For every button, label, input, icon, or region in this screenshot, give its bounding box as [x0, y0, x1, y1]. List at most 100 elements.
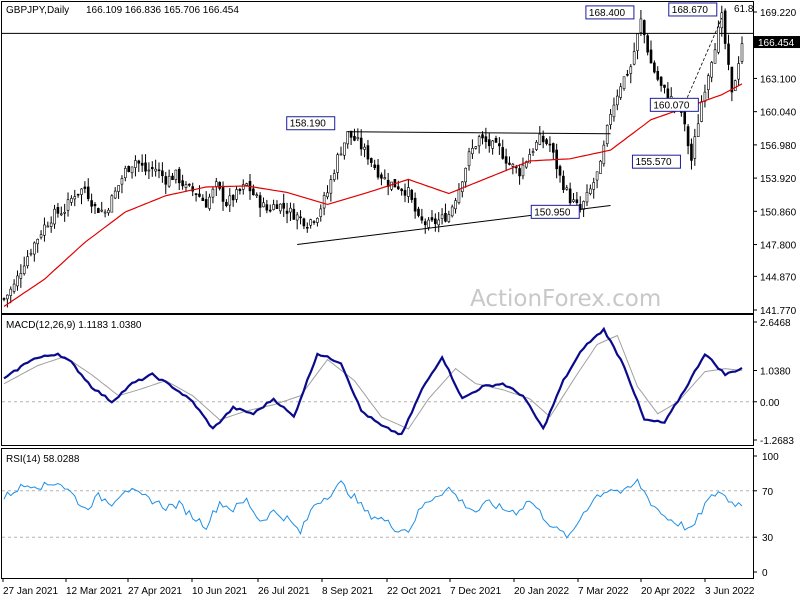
price-tick-label: 160.040: [760, 108, 797, 119]
candle-body: [538, 133, 542, 145]
candle-body: [366, 145, 370, 160]
candle-body: [582, 201, 585, 210]
candle-body: [211, 188, 215, 198]
date-axis: 27 Jan 2021 12 Mar 2021 27 Apr 2021 10 Jun …: [2, 578, 755, 597]
candle-body: [289, 207, 292, 213]
candle-body: [110, 195, 114, 213]
price-tick-label: 141.770: [760, 306, 797, 317]
watermark: ActionForex.com: [470, 286, 661, 312]
price-label: 158.190: [290, 119, 327, 130]
candle-body: [312, 221, 316, 223]
candle-body: [383, 177, 387, 180]
candle-body: [147, 169, 151, 172]
candle-body: [208, 196, 211, 209]
candle-body: [434, 218, 437, 225]
price-label-box: [585, 5, 635, 20]
candle-body: [568, 188, 572, 204]
candle-body: [56, 207, 60, 214]
candle-body: [481, 134, 484, 139]
date-tick-label: 10 Jun 2021: [192, 586, 247, 597]
candle-body: [612, 104, 616, 118]
candle-body: [356, 137, 360, 140]
candle-body: [29, 252, 33, 255]
candle-body: [565, 187, 569, 190]
candle-body: [191, 186, 195, 192]
candle-body: [609, 114, 612, 125]
candle-body: [19, 273, 23, 279]
candle-body: [241, 184, 245, 190]
price-candles: [2, 5, 744, 308]
candle-body: [124, 168, 127, 179]
candle-body: [336, 154, 339, 173]
candle-body: [326, 192, 329, 198]
candle-body: [225, 201, 228, 207]
candle-body: [154, 168, 157, 172]
candle-body: [450, 206, 454, 217]
candle-body: [363, 146, 366, 150]
macd-tick-label: 1.0380: [760, 366, 791, 377]
date-tick-label: 27 Jan 2021: [3, 586, 58, 597]
price-tick-label: 150.860: [760, 207, 797, 218]
candle-body: [730, 66, 734, 93]
candle-body: [221, 186, 225, 202]
candle-body: [204, 199, 208, 208]
macd-panel-frame: [1, 314, 754, 446]
candle-body: [117, 185, 120, 192]
candle-body: [632, 51, 636, 65]
candle-body: [599, 160, 602, 174]
price-label-box: [631, 154, 681, 169]
candle-body: [53, 208, 56, 225]
date-tick-label: 12 Mar 2021: [66, 586, 123, 597]
price-tick-label: 147.800: [760, 241, 797, 252]
candle-body: [683, 111, 687, 125]
candle-body: [343, 142, 346, 156]
candle-body: [177, 168, 181, 184]
candle-body: [70, 198, 73, 203]
candle-body: [616, 95, 619, 106]
price-label: 150.950: [534, 207, 571, 218]
candle-body: [430, 217, 434, 221]
candle-body: [727, 43, 730, 65]
candle-body: [653, 62, 656, 73]
candle-body: [302, 218, 306, 227]
candle-body: [484, 136, 488, 142]
candle-body: [90, 200, 93, 207]
rsi-title: RSI(14) 58.0288: [6, 454, 80, 465]
candle-body: [252, 188, 255, 196]
price-label-box: [286, 116, 336, 131]
candle-body: [629, 66, 633, 74]
candle-body: [339, 153, 343, 156]
candle-body: [501, 147, 505, 159]
candle-body: [346, 131, 350, 145]
candle-body: [511, 163, 515, 167]
candle-body: [649, 49, 653, 64]
candle-body: [535, 141, 538, 150]
candle-body: [353, 135, 356, 141]
trend-line: [347, 131, 611, 135]
candle-body: [9, 288, 13, 296]
candle-body: [457, 189, 461, 204]
date-tick-label: 27 Apr 2021: [128, 586, 182, 597]
candle-body: [720, 12, 724, 29]
candle-body: [733, 80, 737, 91]
macd-title: MACD(12,26,9) 1.1183 1.0380: [6, 320, 142, 331]
candle-body: [487, 139, 491, 147]
candle-body: [262, 202, 265, 208]
candle-body: [279, 203, 282, 212]
candle-body: [39, 234, 43, 238]
candle-body: [595, 171, 599, 181]
candle-body: [491, 140, 494, 149]
macd-axis: 2.6468 1.0380 0.00 -1.2683: [753, 318, 794, 447]
candle-body: [464, 167, 467, 183]
candle-body: [16, 275, 19, 287]
candle-body: [477, 136, 481, 147]
candle-body: [558, 166, 562, 176]
candle-body: [713, 49, 717, 64]
candle-body: [231, 195, 235, 201]
rsi-tick-label: 70: [762, 487, 774, 498]
candle-body: [417, 208, 420, 216]
candle-body: [150, 167, 154, 170]
candle-body: [541, 135, 545, 143]
candle-body: [140, 162, 144, 166]
candle-body: [528, 154, 531, 164]
